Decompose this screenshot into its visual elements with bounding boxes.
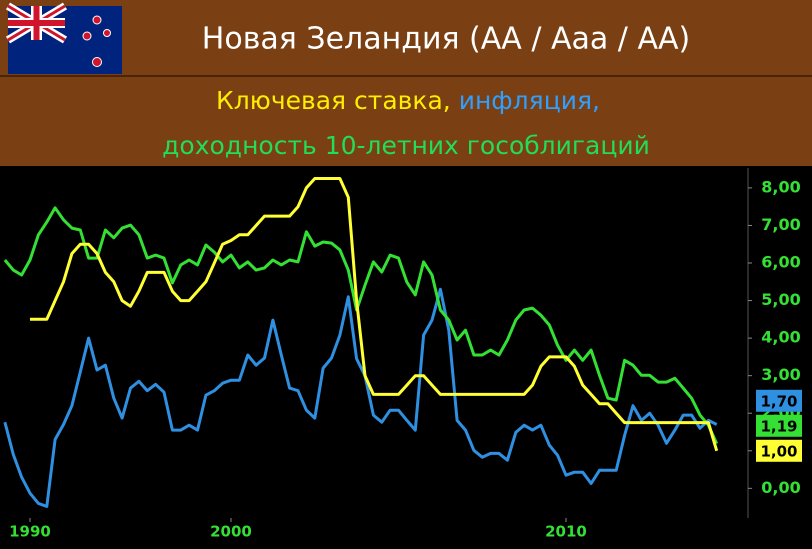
subtitle-part: доходность 10-летних гособлигаций (162, 131, 650, 160)
y-tick-label: 4,00 (761, 328, 800, 347)
end-value-label: 1,00 (760, 442, 797, 460)
x-tick-label: 1990 (9, 523, 51, 541)
series-line (3, 287, 718, 508)
y-tick-label: 3,00 (761, 365, 800, 384)
x-tick-label: 2010 (545, 523, 587, 541)
chart-subtitle: Ключевая ставка, инфляция, (216, 86, 600, 115)
nz-flag (5, 2, 122, 74)
series-line (3, 206, 719, 445)
header-band (0, 0, 812, 166)
end-value-box (756, 439, 802, 462)
end-value-box (756, 414, 802, 437)
end-value-label: 1,19 (760, 417, 797, 435)
end-value-box (756, 389, 802, 412)
series-line (30, 177, 719, 452)
y-tick-label: 7,00 (761, 215, 800, 234)
y-tick-label: 0,00 (761, 478, 800, 497)
y-tick-label: 5,00 (761, 290, 800, 309)
end-value-label: 1,70 (760, 392, 797, 410)
y-tick-label: 6,00 (761, 253, 800, 272)
subtitle-part: Ключевая ставка, (216, 86, 451, 115)
chart-title: Новая Зеландия (АА / Ааа / АА) (202, 22, 690, 57)
y-tick-label: 8,00 (761, 177, 800, 196)
subtitle-part: инфляция, (459, 86, 600, 115)
x-tick-label: 2000 (210, 523, 252, 541)
